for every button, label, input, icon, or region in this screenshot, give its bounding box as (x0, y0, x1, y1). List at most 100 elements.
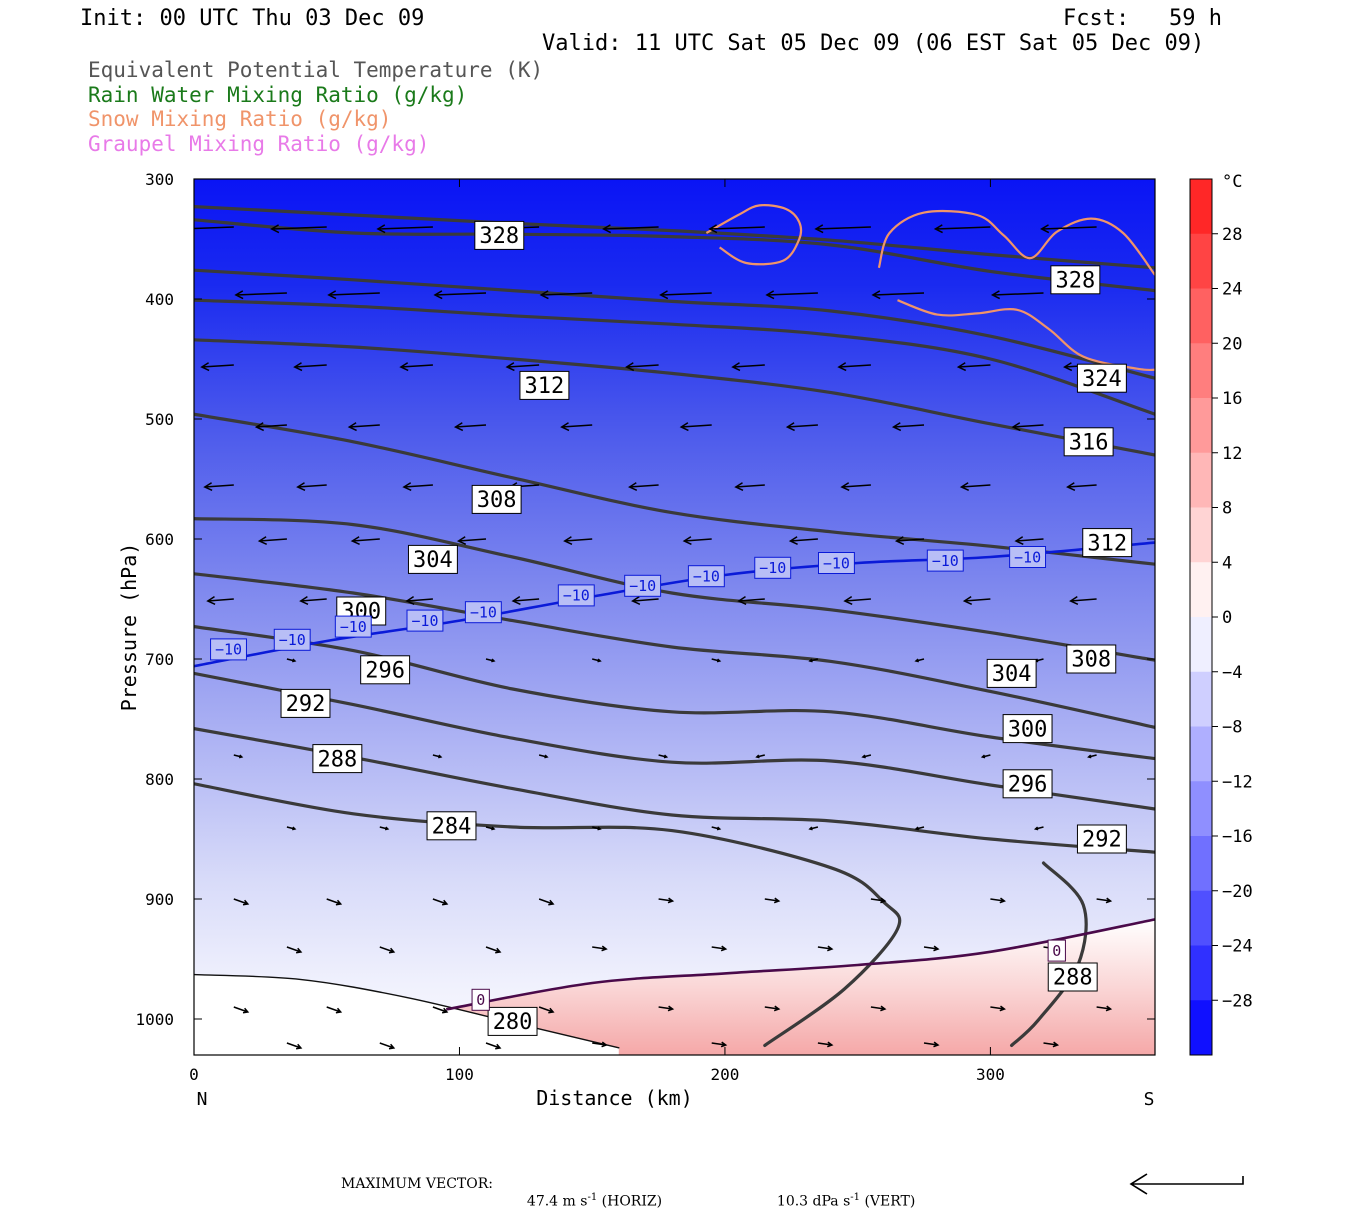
colorbar-tick-label: 16 (1222, 389, 1242, 409)
y-tick-label: 600 (145, 530, 174, 549)
contour-label-box (273, 628, 311, 651)
contour-label: 300 (1008, 717, 1048, 742)
wind-vector (563, 536, 593, 545)
wind-vector (299, 595, 327, 605)
x-tick-label: 0 (189, 1065, 199, 1084)
colorbar-segment (1190, 343, 1212, 399)
horiz-exponent: -1 (587, 1192, 598, 1203)
colorbar-tick-label: 12 (1222, 444, 1242, 464)
contour-label-box (471, 988, 490, 1011)
forecast-hour: Fcst: 59 h (1063, 6, 1222, 31)
contour-label: −10 (823, 554, 850, 572)
contour-label: 292 (1082, 828, 1122, 853)
colorbar-segment (1190, 1000, 1212, 1056)
contour-label: 304 (413, 548, 453, 573)
wind-vector (432, 1006, 449, 1014)
wind-vector (870, 897, 887, 904)
wind-vector (456, 536, 487, 545)
theta-e-contour-308 (194, 517, 1155, 662)
contour-label: −10 (932, 552, 959, 570)
init-time: Init: 00 UTC Thu 03 Dec 09 (80, 6, 425, 31)
theta-e-contour-324 (194, 268, 1155, 380)
wind-vector (1096, 897, 1113, 904)
wind-vector (1087, 754, 1097, 759)
wind-vector (296, 482, 327, 491)
contour-label: 0 (1052, 942, 1061, 960)
theta-e-contour-312 (194, 412, 1155, 566)
colorbar-segment (1190, 179, 1212, 235)
contour-label-box (1002, 714, 1053, 744)
contour-label: −10 (470, 603, 497, 621)
wind-vector (539, 290, 593, 300)
contour-label: 312 (525, 374, 565, 399)
wind-vector (711, 945, 728, 952)
wind-vector (592, 945, 608, 952)
contour-label: 280 (493, 1010, 533, 1035)
wind-vector (785, 422, 818, 432)
wind-vector (432, 754, 443, 759)
wind-vector (980, 754, 991, 759)
wind-vector (326, 898, 343, 906)
y-tick-label: 1000 (135, 1010, 174, 1029)
wind-vector (658, 754, 669, 759)
horiz-unit: (HORIZ) (601, 1193, 663, 1210)
wind-vector (808, 658, 819, 663)
wind-vector (861, 754, 872, 759)
wind-vector (734, 482, 765, 491)
wind-vector (405, 595, 433, 605)
y-tick-label: 900 (145, 890, 174, 909)
wind-vector (737, 595, 765, 605)
wind-vector (379, 826, 390, 831)
theta-e-contour-316 (194, 338, 1155, 457)
wind-vector (764, 1005, 781, 1012)
wind-vector (203, 482, 234, 491)
wind-vector (817, 1041, 834, 1048)
wind-vector (658, 1005, 675, 1012)
colorbar-tick-label: −16 (1222, 827, 1253, 847)
colorbar-tick-label: 0 (1222, 608, 1232, 628)
theta-e-contour-304 (194, 572, 1155, 729)
wind-vector (376, 224, 433, 234)
contour-label-box (1066, 644, 1117, 674)
wind-vector (538, 1006, 555, 1014)
colorbar-tick-label: 28 (1222, 225, 1242, 245)
x-tick-label: 200 (710, 1065, 739, 1084)
wind-vector (402, 482, 433, 491)
theta-e-contour-296 (194, 671, 1155, 811)
wind-vector (286, 826, 297, 831)
wind-vector (1043, 1041, 1060, 1048)
snow-contour-3 (897, 299, 1155, 372)
wind-vector (817, 945, 834, 952)
valid-time: Valid: 11 UTC Sat 05 Dec 09 (06 EST Sat … (542, 31, 1205, 56)
contour-label: 328 (479, 224, 519, 249)
horiz-value: 47.4 m s (526, 1193, 588, 1210)
contour-label-box (407, 544, 458, 574)
wind-vector (788, 536, 818, 545)
wind-vector (350, 536, 380, 545)
contour-label-box (471, 484, 522, 514)
theta-e-contour-328 (194, 205, 1155, 270)
contour-label-box (474, 220, 525, 250)
contour-label-box (926, 549, 964, 572)
contour-label-box (1002, 769, 1053, 799)
wind-vector (257, 536, 287, 545)
wind-vector (485, 946, 502, 954)
colorbar-segment (1190, 836, 1212, 892)
contour-label: −10 (1014, 548, 1041, 566)
contour-label: −10 (340, 618, 367, 636)
y-tick-label: 300 (145, 170, 174, 189)
snow-contour-2 (877, 209, 1155, 276)
contour-label-box (1009, 546, 1047, 568)
contour-label: −10 (563, 587, 590, 605)
colorbar-tick-label: −24 (1222, 937, 1253, 957)
wind-vector (379, 946, 396, 954)
contour-label-box (1076, 824, 1127, 854)
colorbar-segment (1190, 890, 1212, 946)
isotherm-0 (445, 918, 1155, 1011)
y-tick-label: 800 (145, 770, 174, 789)
wind-vector (764, 897, 781, 904)
wind-vector (1096, 1005, 1113, 1012)
contour-label: 292 (286, 692, 326, 717)
wind-vector (659, 290, 712, 300)
wind-vector (894, 536, 925, 545)
